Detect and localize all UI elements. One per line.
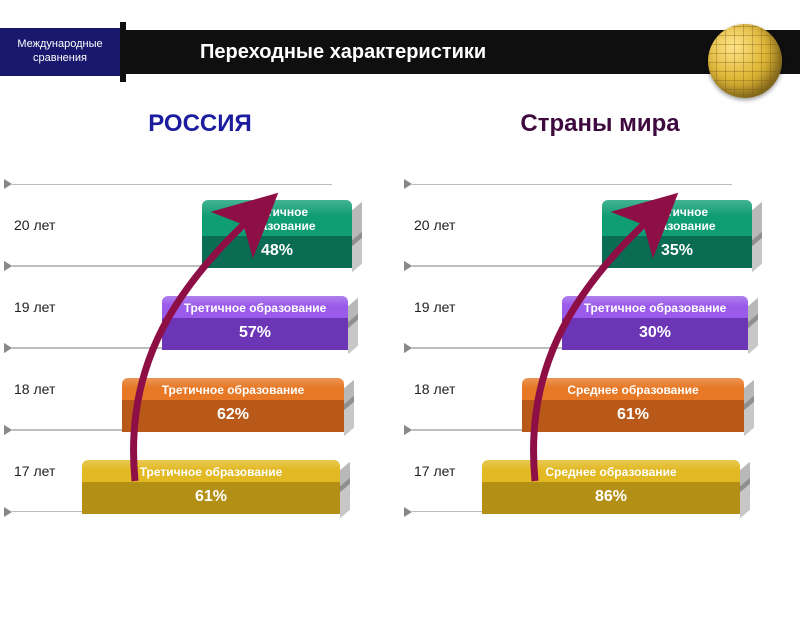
step-value: 48%: [202, 236, 352, 268]
age-band-label: 18 лет: [414, 381, 455, 397]
age-band: 20 лет: [414, 184, 474, 266]
step-value: 35%: [602, 236, 752, 268]
age-band-label: 19 лет: [414, 299, 455, 315]
age-band-label: 17 лет: [14, 463, 55, 479]
step-value: 62%: [122, 400, 344, 432]
stair-step: Среднее образование86%: [482, 460, 740, 514]
chart-left: 20 лет 19 лет 18 лет 17 лет Третичное образ…: [0, 156, 400, 536]
title-bar: Переходные характеристики: [120, 30, 800, 74]
step-value: 86%: [482, 482, 740, 514]
stair-step: Третичное образование57%: [162, 296, 348, 350]
stair-step: Третичное образование48%: [202, 200, 352, 268]
stairs-right: Третичное образование35%Третичное образо…: [482, 174, 772, 514]
charts-row: 20 лет 19 лет 18 лет 17 лет Третичное образ…: [0, 156, 800, 536]
age-band-label: 19 лет: [14, 299, 55, 315]
age-band-label: 17 лет: [414, 463, 455, 479]
age-band: 17 лет: [414, 430, 474, 512]
chart-right: 20 лет 19 лет 18 лет 17 лет Третичное образ…: [400, 156, 800, 536]
step-value: 30%: [562, 318, 748, 350]
globe-icon: [708, 24, 782, 98]
step-value: 61%: [82, 482, 340, 514]
step-label: Третичное образование: [122, 378, 344, 400]
page-title: Переходные характеристики: [200, 41, 486, 64]
stair-step: Третичное образование61%: [82, 460, 340, 514]
header: Международные сравнения Переходные харак…: [0, 18, 800, 88]
step-label: Третичное образование: [202, 200, 352, 236]
age-band-label: 18 лет: [14, 381, 55, 397]
step-value: 57%: [162, 318, 348, 350]
age-band: 18 лет: [14, 348, 74, 430]
step-label: Третичное образование: [162, 296, 348, 318]
stair-step: Третичное образование30%: [562, 296, 748, 350]
stair-step: Третичное образование35%: [602, 200, 752, 268]
stair-step: Среднее образование61%: [522, 378, 744, 432]
step-label: Среднее образование: [482, 460, 740, 482]
age-band: 18 лет: [414, 348, 474, 430]
col-title-right: Страны мира: [400, 110, 800, 138]
age-band-label: 20 лет: [14, 217, 55, 233]
stair-step: Третичное образование62%: [122, 378, 344, 432]
age-band-label: 20 лет: [414, 217, 455, 233]
age-band: 20 лет: [14, 184, 74, 266]
column-titles: РОССИЯ Страны мира: [0, 110, 800, 138]
step-label: Третичное образование: [562, 296, 748, 318]
age-band: 19 лет: [414, 266, 474, 348]
side-tab: Международные сравнения: [0, 28, 120, 76]
step-value: 61%: [522, 400, 744, 432]
step-label: Третичное образование: [82, 460, 340, 482]
stairs-left: Третичное образование48%Третичное образо…: [82, 174, 372, 514]
age-band: 17 лет: [14, 430, 74, 512]
step-label: Третичное образование: [602, 200, 752, 236]
age-bands-left: 20 лет 19 лет 18 лет 17 лет: [14, 184, 74, 512]
age-band: 19 лет: [14, 266, 74, 348]
col-title-left: РОССИЯ: [0, 110, 400, 138]
step-label: Среднее образование: [522, 378, 744, 400]
age-bands-right: 20 лет 19 лет 18 лет 17 лет: [414, 184, 474, 512]
